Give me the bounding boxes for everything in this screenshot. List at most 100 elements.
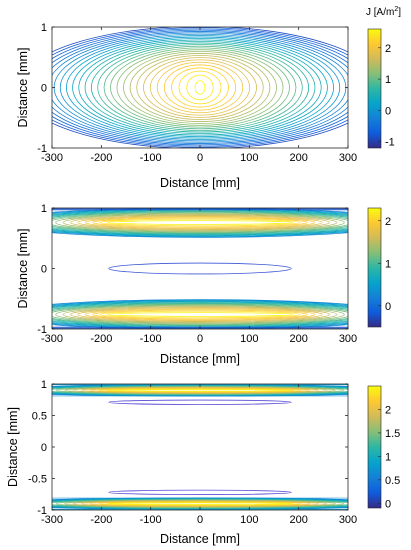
x-tick-label: 300 (339, 514, 357, 526)
y-axis-label-3: Distance [mm] (6, 407, 20, 487)
colorbar-ticks-2: 2 1 0 (378, 216, 391, 313)
x-ticks-3: -300 -200 -100 0 100 200 300 (41, 384, 357, 526)
x-tick-label: 0 (197, 514, 203, 526)
x-axis-label-2: Distance [mm] (160, 352, 240, 366)
contour-line (136, 55, 264, 120)
contour-line (52, 210, 348, 235)
y-tick-label: 1 (41, 379, 47, 391)
contour-line (186, 74, 214, 101)
contour-line (129, 53, 271, 122)
contour-line (143, 57, 257, 118)
contour-line (84, 40, 316, 135)
contour-line (72, 37, 328, 138)
contour-line (84, 308, 316, 321)
contour-line (55, 304, 345, 325)
panel-3: -300 -200 -100 0 100 200 300 -1 -0.5 0 0.5 1 Dista… (6, 379, 400, 546)
x-tick-label: 0 (197, 152, 203, 164)
x-tick-label: 300 (339, 152, 357, 164)
y-tick-label: 0 (41, 264, 47, 276)
contour-line (98, 501, 302, 506)
contour-line (77, 215, 323, 230)
y-ticks-3: -1 -0.5 0 0.5 1 (28, 379, 348, 517)
contour-line (106, 502, 294, 505)
colorbar-tick-label: 0 (385, 498, 391, 510)
contour-line (72, 387, 328, 394)
colorbar-title-main: J [A/m (366, 7, 394, 18)
x-tick-label: -100 (140, 152, 162, 164)
y-axis-label-1: Distance [mm] (16, 48, 30, 128)
contour-line (52, 212, 348, 233)
contour-line (108, 399, 292, 405)
colorbar-2 (367, 207, 382, 328)
contour-line (149, 59, 251, 116)
contour-line (108, 262, 292, 275)
contour-line (52, 211, 348, 234)
colorbar-1 (367, 28, 382, 149)
y-tick-label: -0.5 (28, 474, 47, 486)
contour-line (81, 500, 319, 507)
contour-line (123, 51, 277, 124)
y-axis-label-2: Distance [mm] (16, 229, 30, 309)
x-tick-label: 200 (289, 152, 307, 164)
contour-line (52, 29, 348, 146)
x-tick-label: 200 (289, 514, 307, 526)
contour-line (52, 302, 348, 327)
contour-line (103, 45, 297, 130)
y-tick-label: -1 (37, 505, 47, 517)
x-tick-label: -300 (41, 152, 63, 164)
y-tick-label: -1 (37, 143, 47, 155)
x-tick-label: -100 (140, 333, 162, 345)
colorbar-3 (367, 385, 382, 509)
x-tick-label: 0 (197, 333, 203, 345)
contour-line (110, 47, 290, 128)
colorbar-tick-label: 1 (385, 74, 391, 86)
x-tick-label: 300 (339, 333, 357, 345)
plot-area-3 (52, 384, 348, 510)
x-tick-label: -200 (90, 152, 112, 164)
x-tick-label: 200 (289, 333, 307, 345)
x-tick-label: -200 (90, 333, 112, 345)
contour-line (107, 312, 293, 317)
colorbar-tick-label: 2 (385, 404, 391, 416)
contour-line (163, 64, 237, 111)
colorbar-ticks-3: 2 1.5 1 0.5 0 (378, 404, 400, 510)
contour-line (156, 61, 244, 114)
x-tick-label: 100 (240, 152, 258, 164)
contour-line (99, 310, 301, 319)
colorbar-tick-label: 1.5 (385, 428, 400, 440)
y-tick-label: 1 (41, 22, 47, 34)
contour-line (194, 80, 206, 95)
contour-line (52, 303, 348, 326)
y-tick-label: 0.5 (32, 411, 47, 423)
colorbar-tick-label: 0.5 (385, 475, 400, 487)
contour-lines-1 (52, 27, 348, 148)
contour-line (89, 501, 311, 507)
contour-line (70, 306, 330, 323)
contour-line (62, 213, 338, 232)
contour-line (52, 304, 348, 325)
contour-line (77, 307, 323, 322)
contour-line (52, 208, 348, 238)
x-axis-label-3: Distance [mm] (160, 532, 240, 546)
contour-line (99, 218, 301, 227)
colorbar-tick-label: 0 (385, 301, 391, 313)
contour-line (116, 49, 284, 126)
colorbar-title-sup: 2 (394, 6, 398, 13)
contour-line (171, 67, 229, 108)
contour-line (92, 217, 308, 228)
contour-line (52, 31, 348, 144)
contour-line (92, 309, 308, 320)
colorbar-tick-label: -1 (385, 137, 395, 149)
colorbar-tick-label: 2 (385, 43, 391, 55)
contour-line (55, 212, 345, 233)
x-ticks-1: -300 -200 -100 0 100 200 300 (41, 27, 357, 164)
contour-line (59, 35, 341, 140)
colorbar-title-1: J [A/m2] (366, 6, 401, 18)
contour-line (106, 389, 294, 392)
contour-line (97, 44, 303, 131)
contour-line (70, 214, 330, 231)
colorbar-tick-label: 0 (385, 105, 391, 117)
contour-line (90, 42, 310, 133)
contour-line (107, 220, 293, 225)
